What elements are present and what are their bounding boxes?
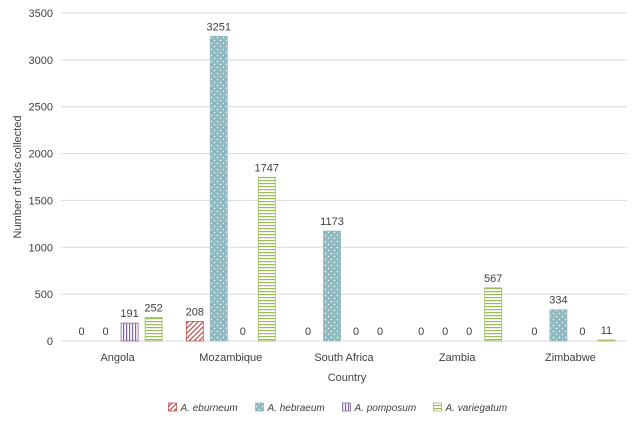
bar	[484, 287, 503, 342]
y-axis-title: Number of ticks collected	[12, 116, 24, 239]
x-tick-label: South Africa	[314, 352, 374, 364]
bar-value-label: 0	[305, 326, 311, 338]
y-tick-label: 1500	[29, 195, 53, 207]
bar-value-label: 1747	[255, 162, 279, 174]
bar	[185, 321, 204, 342]
bar-value-label: 0	[442, 326, 448, 338]
y-tick-label: 2000	[29, 149, 53, 161]
gridlines	[61, 12, 627, 342]
bar-value-label: 0	[418, 326, 424, 338]
bar-value-label: 0	[377, 326, 383, 338]
bar-value-label: 0	[466, 326, 472, 338]
bar-value-label: 334	[549, 295, 567, 307]
bar	[257, 176, 276, 342]
x-tick-label: Angola	[100, 352, 135, 364]
y-tick-label: 500	[35, 289, 53, 301]
bar-value-label: 11	[601, 325, 612, 337]
y-axis-ticks: 0 500 1000 1500 2000 2500 3000 3500	[29, 8, 53, 348]
x-tick-label: Zimbabwe	[545, 352, 596, 364]
bar-value-label: 0	[103, 326, 109, 338]
legend-label: A. hebraeum	[267, 403, 325, 414]
bar	[120, 322, 139, 342]
bar-value-label: 0	[79, 326, 85, 338]
bar	[323, 230, 341, 342]
bar	[209, 35, 228, 342]
bar-value-label: 0	[353, 326, 359, 338]
bar-value-label: 3251	[207, 21, 231, 33]
bar	[549, 309, 568, 342]
legend-swatch	[255, 402, 264, 412]
x-axis-ticks: Angola Mozambique South Africa Zambia Zimbab…	[100, 352, 595, 364]
bar-value-label: 1173	[320, 216, 344, 228]
legend-swatch	[433, 402, 442, 412]
y-tick-label: 3500	[29, 8, 53, 20]
bars	[120, 35, 616, 342]
bar	[597, 339, 616, 342]
y-tick-label: 3000	[29, 55, 53, 67]
data-labels: 0 0 191 252 208 3251 0 1747 0 1173 0 0 0 0 0 567 0 334 0 11	[79, 21, 613, 338]
legend-label: A. variegatum	[445, 403, 508, 414]
legend-swatch	[168, 402, 177, 412]
bar-value-label: 191	[120, 308, 138, 320]
y-tick-label: 0	[47, 336, 53, 348]
x-axis-title: Country	[328, 372, 367, 384]
bar-value-label: 252	[144, 302, 162, 314]
bar-value-label: 0	[579, 326, 585, 338]
y-tick-label: 2500	[29, 102, 53, 114]
x-tick-label: Mozambique	[199, 352, 262, 364]
legend-swatch	[342, 402, 351, 412]
bar-value-label: 0	[240, 326, 246, 338]
x-tick-label: Zambia	[439, 352, 477, 364]
y-tick-label: 1000	[29, 242, 53, 254]
legend-label: A. eburneum	[180, 403, 238, 414]
bar-value-label: 208	[186, 307, 204, 319]
legend: A. eburneum A. hebraeum A. pomposum A. vari…	[168, 402, 508, 414]
bar-value-label: 0	[531, 326, 537, 338]
bar	[144, 316, 163, 342]
legend-label: A. pomposum	[354, 403, 417, 414]
bar-value-label: 567	[484, 273, 502, 285]
